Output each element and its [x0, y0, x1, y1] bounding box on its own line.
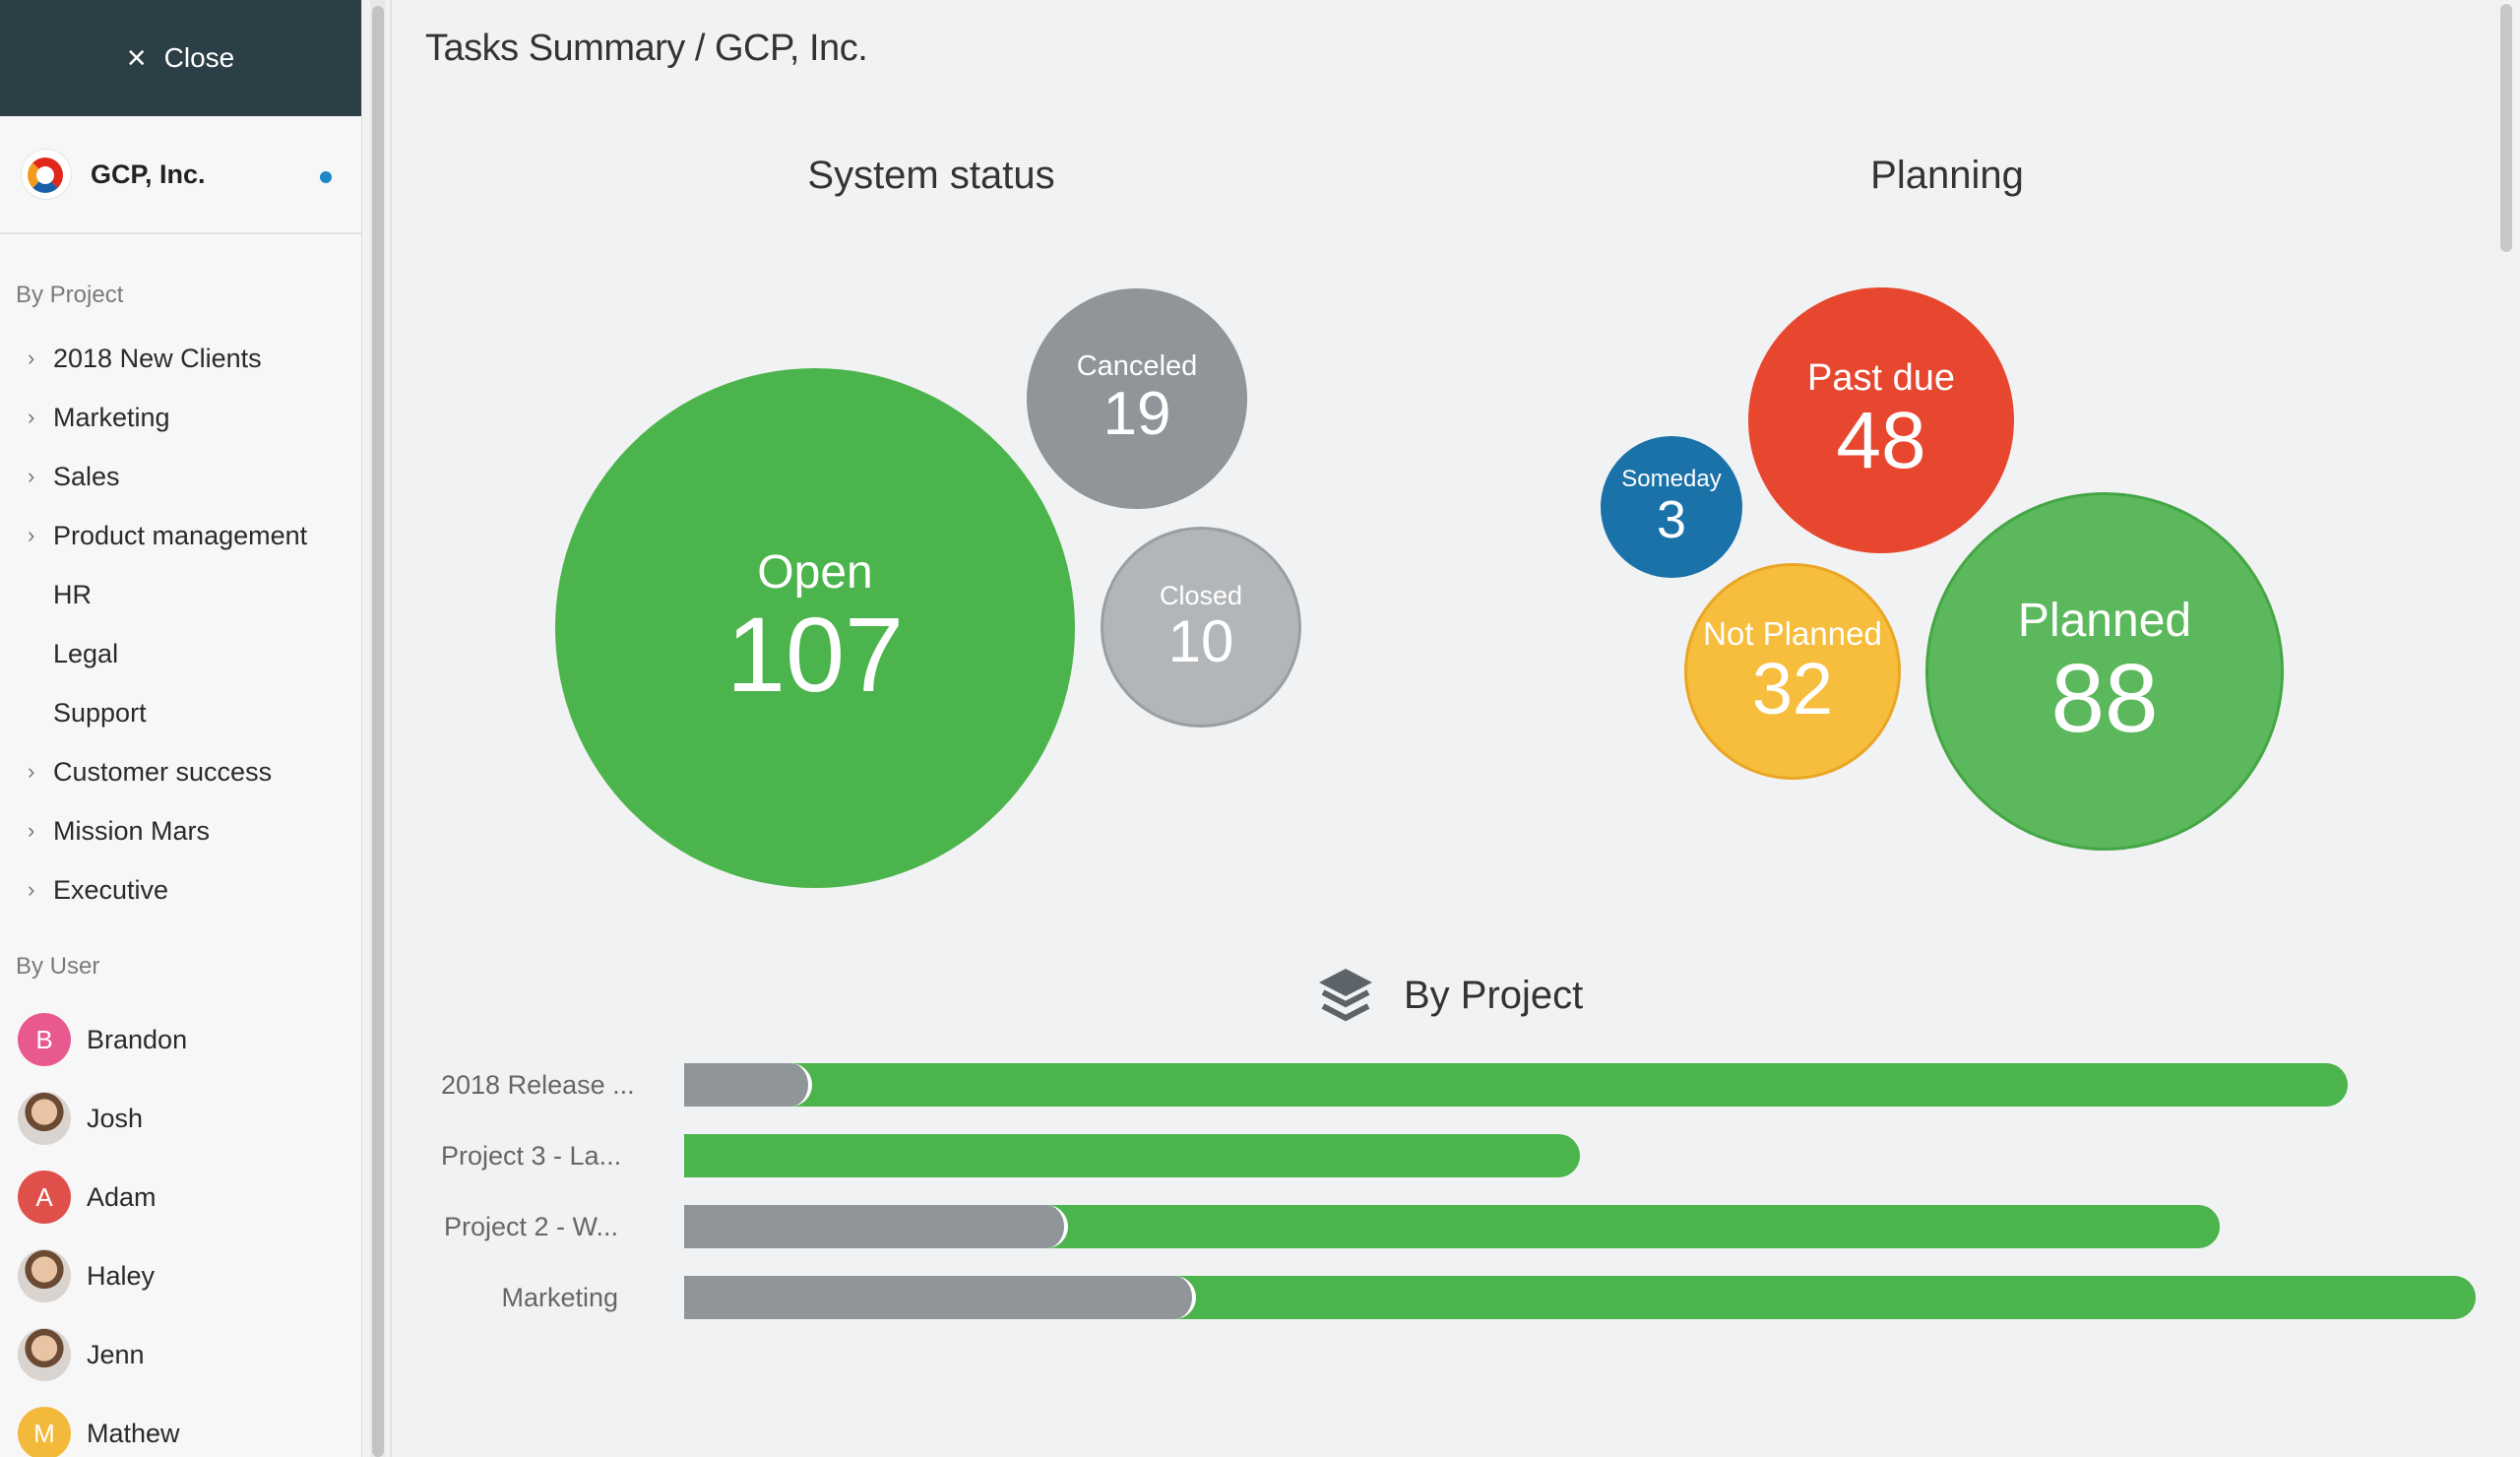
bubble-someday[interactable]: Someday 3: [1601, 436, 1742, 578]
avatar: [18, 1249, 71, 1302]
chevron-right-icon[interactable]: ›: [28, 759, 35, 784]
chevron-right-icon[interactable]: ›: [28, 464, 35, 488]
bubble-value: 107: [725, 594, 905, 714]
page-title: Tasks Summary / GCP, Inc.: [425, 28, 868, 69]
bubble-label: Closed: [1159, 581, 1243, 610]
project-label: Support: [53, 697, 147, 728]
sidebar-user-item[interactable]: Haley: [0, 1236, 361, 1315]
bar-gray-segment[interactable]: [684, 1276, 1196, 1319]
by-project-heading: By Project: [16, 282, 124, 308]
user-name: Haley: [87, 1260, 156, 1291]
user-name: Jenn: [87, 1339, 145, 1369]
sidebar-user-item[interactable]: Jenn: [0, 1315, 361, 1394]
project-label: Legal: [53, 638, 119, 668]
status-dot: [320, 171, 332, 183]
chevron-right-icon[interactable]: ›: [28, 346, 35, 370]
sidebar-project-item[interactable]: Legal: [0, 624, 361, 683]
sidebar-project-item[interactable]: › 2018 New Clients: [0, 329, 361, 388]
sidebar: × Close GCP, Inc. By Project › 2018 New C…: [0, 0, 362, 1457]
bar-category-label: Project 3 - La...: [441, 1141, 622, 1171]
chevron-right-icon[interactable]: ›: [28, 405, 35, 429]
project-label: Sales: [53, 461, 120, 491]
sidebar-project-item[interactable]: › Mission Mars: [0, 801, 361, 860]
main-scrollbar[interactable]: [2496, 0, 2520, 1457]
sidebar-scrollbar[interactable]: [370, 0, 386, 1457]
bubble-label: Not Planned: [1703, 615, 1882, 652]
bubble-label: Planned: [2017, 594, 2192, 647]
avatar: [18, 1092, 71, 1145]
bubble-value: 32: [1751, 648, 1834, 729]
project-label: Marketing: [53, 402, 170, 432]
by-project-header: By Project: [1315, 965, 1583, 1026]
chevron-right-icon[interactable]: ›: [28, 818, 35, 843]
bar-category-label: Project 2 - W...: [443, 1212, 618, 1241]
user-name: Brandon: [87, 1024, 188, 1054]
by-user-heading: By User: [16, 953, 100, 980]
main-content: Tasks Summary / GCP, Inc. System status …: [390, 0, 2494, 1457]
project-label: Executive: [53, 874, 169, 905]
sidebar-user-item[interactable]: Josh: [0, 1079, 361, 1158]
chevron-right-icon[interactable]: ›: [28, 523, 35, 547]
project-label: Mission Mars: [53, 815, 211, 846]
avatar: B: [18, 1013, 71, 1066]
sidebar-project-item[interactable]: › Executive: [0, 860, 361, 919]
sidebar-project-item[interactable]: › Sales: [0, 447, 361, 506]
bubble-value: 10: [1167, 608, 1234, 674]
bubble-label: Canceled: [1076, 350, 1198, 382]
bubble-label: Open: [757, 545, 873, 599]
by-project-title: By Project: [1404, 973, 1584, 1017]
planning-title: Planning: [1870, 154, 2024, 197]
bar-category-label: Marketing: [501, 1283, 618, 1312]
avatar: M: [18, 1407, 71, 1457]
bubble-past-due[interactable]: Past due 48: [1748, 287, 2014, 553]
bubble-value: 3: [1656, 490, 1687, 549]
bubble-label: Someday: [1621, 466, 1722, 492]
bubble-value: 19: [1102, 380, 1171, 448]
sidebar-user-item[interactable]: A Adam: [0, 1158, 361, 1236]
close-icon: ×: [126, 39, 147, 77]
bar-green-segment[interactable]: [684, 1063, 2348, 1107]
user-name: Mathew: [87, 1418, 180, 1448]
sidebar-project-item[interactable]: › Product management: [0, 506, 361, 565]
project-label: HR: [53, 579, 92, 609]
avatar: [18, 1328, 71, 1381]
project-list: › 2018 New Clients › Marketing › Sales › Produc…: [0, 329, 361, 919]
bubble-planned[interactable]: Planned 88: [1925, 492, 2284, 851]
sidebar-project-item[interactable]: HR: [0, 565, 361, 624]
project-label: 2018 New Clients: [53, 343, 262, 373]
sidebar-user-item[interactable]: B Brandon: [0, 1000, 361, 1079]
close-label: Close: [163, 42, 235, 73]
org-header[interactable]: GCP, Inc.: [0, 116, 361, 234]
avatar: A: [18, 1171, 71, 1224]
bubble-value: 48: [1836, 396, 1926, 485]
project-label: Product management: [53, 520, 308, 550]
bar-gray-segment[interactable]: [684, 1205, 1068, 1248]
sidebar-user-item[interactable]: M Mathew: [0, 1394, 361, 1457]
bubble-closed[interactable]: Closed 10: [1101, 527, 1301, 728]
bar-gray-segment[interactable]: [684, 1063, 812, 1107]
bubble-open[interactable]: Open 107: [555, 368, 1075, 888]
bubble-label: Past due: [1807, 357, 1955, 399]
system-status-title: System status: [807, 154, 1055, 197]
close-button[interactable]: × Close: [0, 0, 361, 116]
chevron-right-icon[interactable]: ›: [28, 877, 35, 902]
bubble-not-planned[interactable]: Not Planned 32: [1684, 563, 1901, 780]
user-list: B Brandon Josh A Adam Haley Jenn M Mathew: [0, 1000, 361, 1457]
user-name: Adam: [87, 1181, 157, 1212]
bubble-canceled[interactable]: Canceled 19: [1027, 288, 1247, 509]
bar-green-segment[interactable]: [684, 1134, 1580, 1177]
project-label: Customer success: [53, 756, 273, 787]
org-name: GCP, Inc.: [91, 158, 206, 189]
bar-category-label: 2018 Release ...: [441, 1070, 635, 1100]
bubble-value: 88: [2050, 643, 2159, 752]
sidebar-project-item[interactable]: Support: [0, 683, 361, 742]
sidebar-project-item[interactable]: › Customer success: [0, 742, 361, 801]
sidebar-project-item[interactable]: › Marketing: [0, 388, 361, 447]
layers-icon: [1315, 965, 1376, 1026]
org-logo-icon: [22, 150, 71, 199]
user-name: Josh: [87, 1103, 144, 1133]
